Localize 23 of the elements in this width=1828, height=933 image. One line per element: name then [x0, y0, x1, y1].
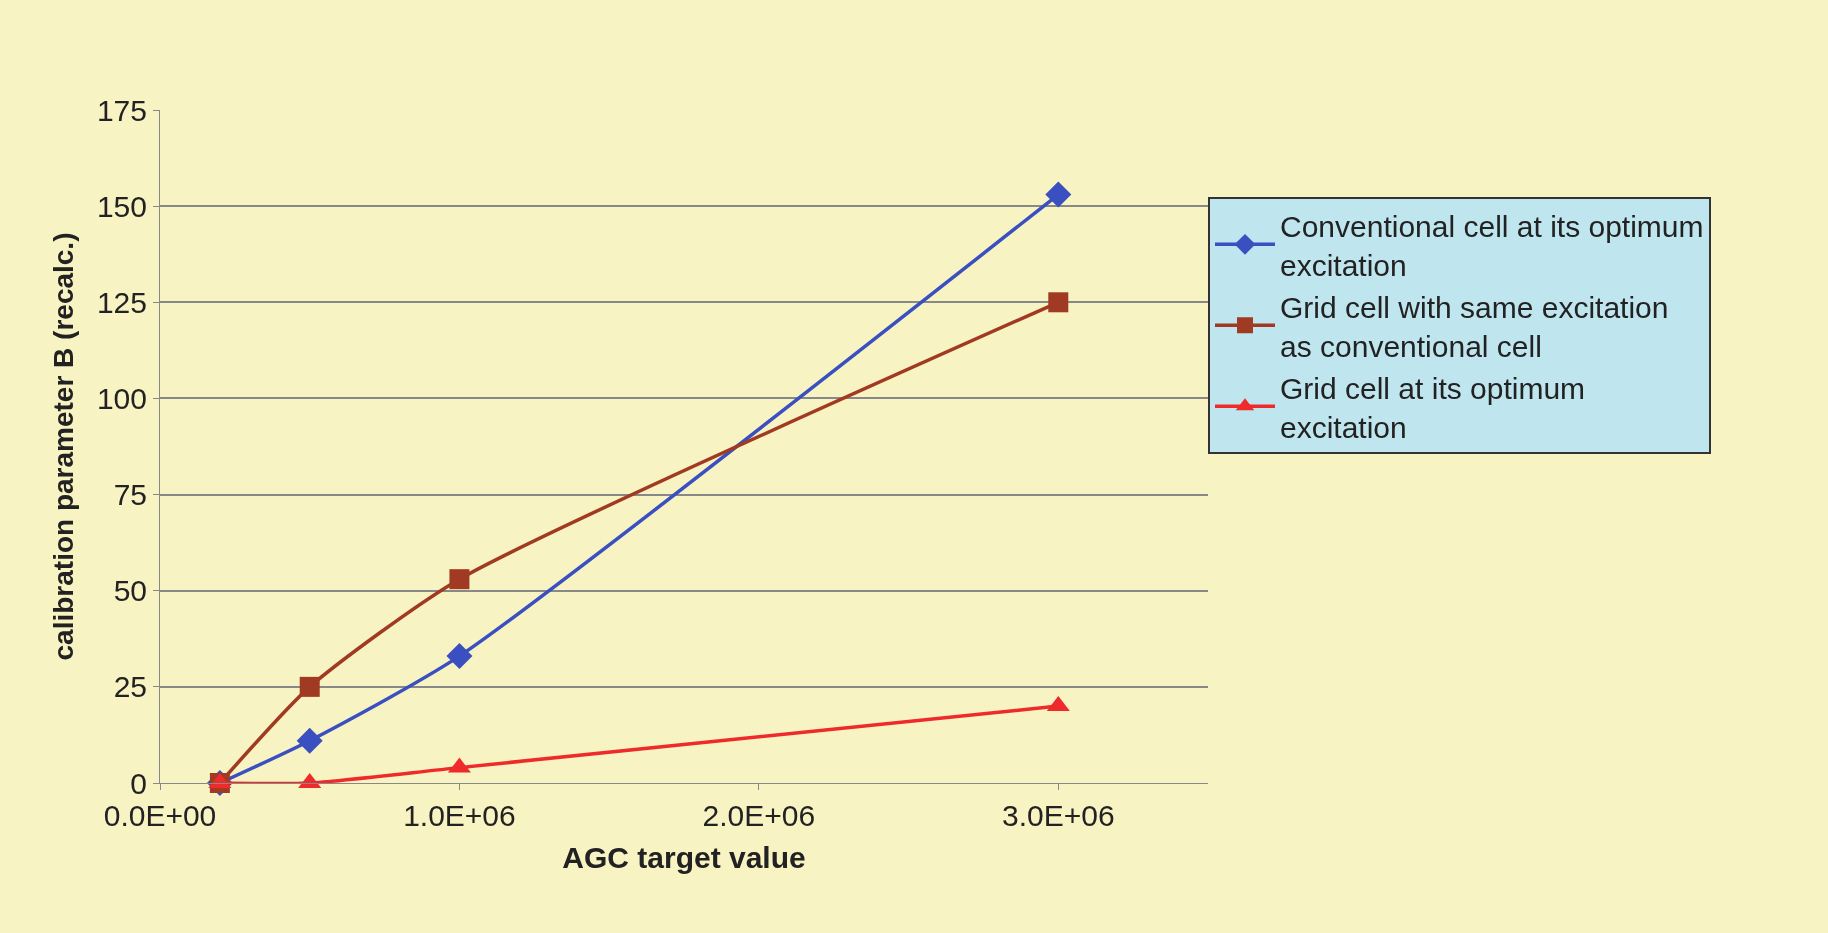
- y-tick-label: 75: [113, 478, 147, 512]
- point: [449, 569, 470, 590]
- point: [296, 727, 323, 754]
- point: [299, 676, 320, 697]
- y-tick-label: 25: [113, 670, 147, 704]
- legend-label: Grid cell with same excitation as conventional cell: [1280, 290, 1669, 363]
- point: [446, 643, 473, 670]
- y-axis-title: calibration parameter B (recalc.): [47, 232, 79, 661]
- x-tick-label: 0.0E+00: [103, 799, 217, 832]
- legend-label: Conventional cell at its optimum excitation: [1280, 209, 1704, 282]
- x-axis-title: AGC target value: [562, 840, 806, 874]
- y-tick-label: 0: [130, 766, 147, 800]
- y-tick-label: 100: [96, 381, 147, 415]
- x-tick-label: 1.0E+06: [403, 799, 516, 832]
- point: [1045, 181, 1072, 208]
- point: [1048, 292, 1069, 313]
- y-tick-label: 175: [96, 93, 147, 127]
- y-tick-label: 50: [113, 574, 147, 608]
- x-tick-label: 3.0E+06: [1001, 799, 1115, 832]
- y-tick-label: 125: [96, 285, 147, 319]
- x-tick-label: 2.0E+06: [702, 799, 816, 832]
- y-tick-label: 150: [96, 189, 147, 223]
- legend-label: Grid cell at its optimum excitation: [1280, 371, 1586, 444]
